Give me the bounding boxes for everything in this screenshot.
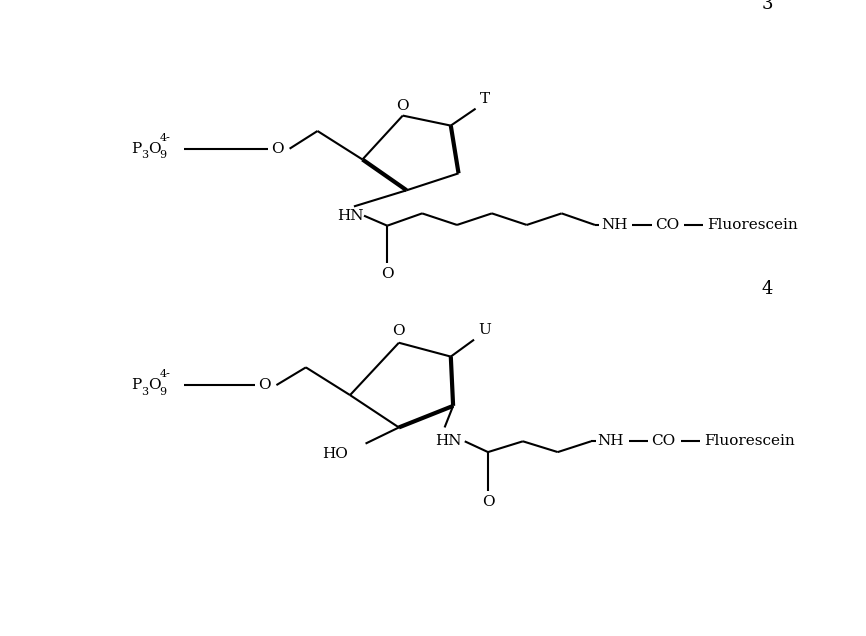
- Text: Fluorescein: Fluorescein: [708, 218, 798, 232]
- Text: 4: 4: [761, 280, 772, 298]
- Text: 4-: 4-: [159, 370, 171, 379]
- Text: O: O: [481, 495, 494, 509]
- Text: O: O: [396, 99, 408, 113]
- Text: NH: NH: [598, 434, 624, 448]
- Text: 4-: 4-: [159, 133, 171, 143]
- Text: CO: CO: [651, 434, 675, 448]
- Text: O: O: [258, 378, 271, 392]
- Text: P: P: [132, 142, 142, 156]
- Text: P: P: [132, 378, 142, 392]
- Text: 9: 9: [159, 150, 166, 160]
- Text: T: T: [481, 92, 490, 106]
- Text: HN: HN: [436, 434, 462, 448]
- Text: O: O: [391, 324, 404, 338]
- Text: O: O: [381, 267, 393, 281]
- Text: HO: HO: [323, 447, 348, 461]
- Text: HN: HN: [337, 209, 364, 223]
- Text: 3: 3: [141, 150, 149, 160]
- Text: O: O: [149, 378, 161, 392]
- Text: CO: CO: [655, 218, 679, 232]
- Text: 3: 3: [761, 0, 772, 13]
- Text: U: U: [479, 322, 492, 336]
- Text: O: O: [149, 142, 161, 156]
- Text: Fluorescein: Fluorescein: [704, 434, 795, 448]
- Text: 3: 3: [141, 387, 149, 397]
- Text: NH: NH: [601, 218, 628, 232]
- Text: 9: 9: [159, 387, 166, 397]
- Text: O: O: [272, 142, 284, 156]
